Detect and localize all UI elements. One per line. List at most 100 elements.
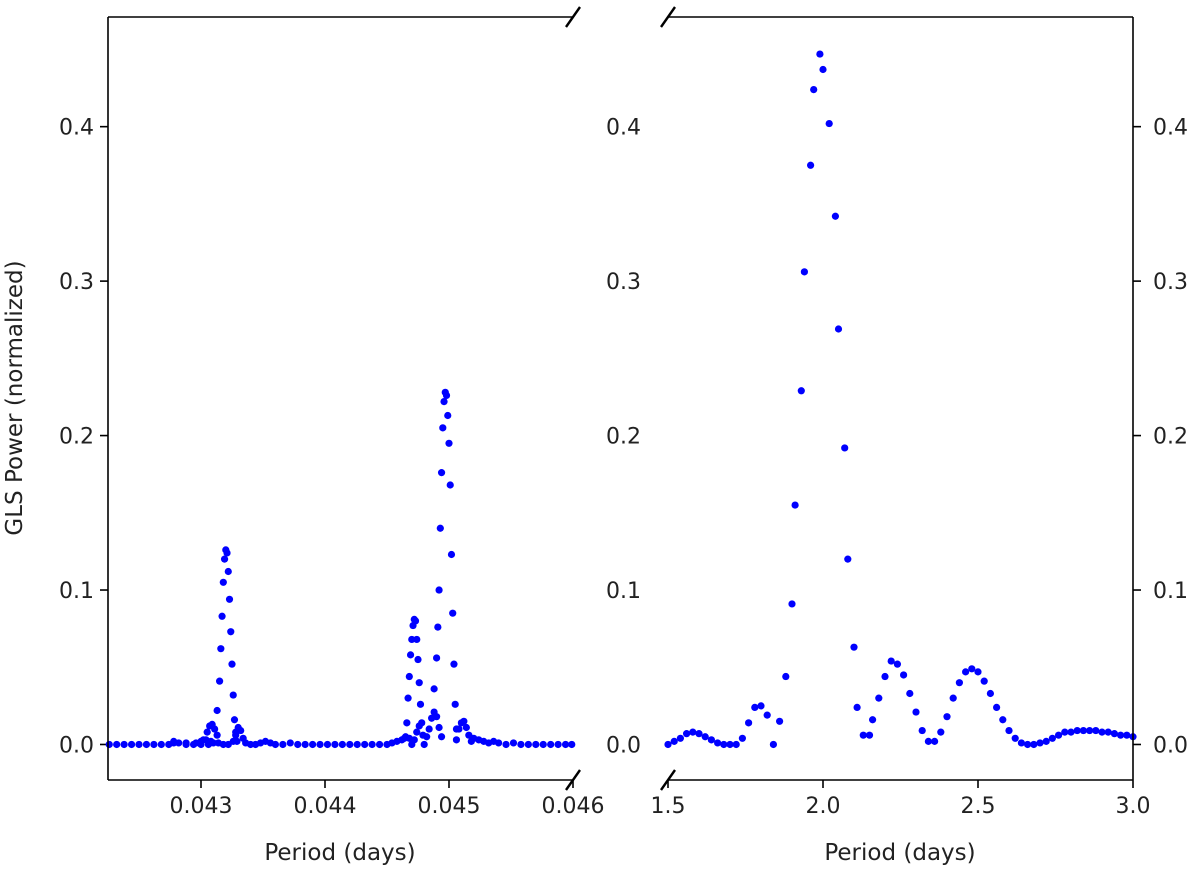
left-x-tick-label: 0.045 [418,794,481,819]
right-data-point [695,730,703,738]
right-data-point [912,708,920,716]
break-mark-left-bottom [565,769,581,791]
right-data-point [1123,731,1131,739]
right-data-point [831,212,840,220]
left-data-point [414,655,422,664]
right-data-point [1061,728,1069,736]
break-mark-left-top [565,6,581,28]
left-data-point [413,635,421,644]
left-data-point [316,740,324,749]
right-data-point [1067,728,1075,736]
right-data-point [738,734,747,742]
right-data-point [841,444,849,452]
left-data-point [279,740,287,749]
right-data-point [968,665,976,673]
left-data-point [435,586,443,594]
left-data-point [217,645,225,653]
left-data-point [227,628,235,636]
right-data-point [825,119,833,128]
right-data-point [757,702,765,710]
right-data-point [1017,739,1025,747]
right-data-point [763,711,771,719]
right-data-point [1036,739,1044,747]
left-data-point [440,397,448,406]
left-x-tick-label: 0.043 [170,794,233,819]
right-x-tick-label: 1.5 [651,794,686,819]
right-data-point [974,668,982,676]
right-data-point [980,677,988,685]
right-data-point [676,734,685,742]
left-data-point [157,740,165,749]
left-data-point [439,424,447,432]
right-data-point [1110,730,1118,738]
right-panel-frame [668,16,1134,781]
left-data-point [338,740,346,749]
left-data-point [375,740,384,749]
right-data-point [1048,734,1056,742]
right-data-point [714,739,722,747]
left-data-point [410,736,418,744]
left-data-point [437,733,446,741]
left-data-point [444,411,452,420]
left-data-point [199,736,208,744]
right-data-point [810,85,818,94]
left-data-point [420,740,428,749]
right-data-point [1073,726,1081,735]
right-data-point [788,600,796,608]
right-x-tick-label: 2.0 [806,794,841,819]
right-data-point [664,740,672,749]
right-data-point [1030,740,1038,749]
left-x-axis-title: Period (days) [264,840,415,866]
left-data-point [430,685,438,693]
left-data-point [220,555,229,563]
left-data-point [182,739,190,747]
left-data-point [413,728,421,736]
right-data-point [993,703,1001,712]
left-data-point [135,740,143,749]
right-data-point [999,716,1007,724]
right-inner-y-tick-label: 0.2 [606,425,641,450]
right-data-point [869,716,877,724]
left-data-point [452,736,461,744]
left-data-point [411,617,420,625]
right-panel-ticks: 1.5 2.0 2.5 3.0 0.0 0.0 0.1 0.1 0.2 0.2 0.3 0.3 0.4 0… [606,116,1188,819]
right-data-point [875,694,883,702]
right-data-point [924,737,933,745]
left-data-point [442,391,451,400]
left-data-point [406,651,415,659]
right-data-point [745,719,753,727]
right-data-point [751,703,759,712]
right-data-point [732,740,740,749]
right-data-point [1104,728,1112,736]
right-data-point [949,694,957,702]
right-data-point [834,325,843,333]
left-data-point [113,740,121,749]
right-data-point [797,387,805,395]
right-data-point [893,660,902,668]
right-inner-y-tick-label: 0.1 [606,579,641,604]
left-data-point [229,737,237,745]
left-data-point [216,677,224,685]
left-data-point [309,740,317,749]
right-data-point [931,737,939,745]
right-data-point [844,555,852,563]
left-data-point [433,713,441,721]
left-data-point [237,726,245,735]
right-y-tick-label: 0.2 [1153,425,1188,450]
left-data-point [213,731,221,739]
left-panel-ticks: 0.043 0.044 0.045 0.046 0.0 0.1 0.2 0.3 0.4 [59,116,604,819]
right-data-point [776,717,784,725]
right-data-point [986,689,995,698]
left-data-point [415,679,423,687]
left-y-tick-label: 0.0 [59,733,94,758]
left-data-point [423,733,431,741]
left-data-point [219,740,227,749]
right-inner-y-tick-label: 0.3 [606,270,641,295]
right-data-point [906,689,914,698]
left-data-point [224,567,232,576]
right-inner-y-tick-label: 0.4 [606,116,641,141]
left-data-point [105,740,113,749]
left-data-point [207,737,215,745]
left-data-point [225,595,234,603]
axis-break-marks [565,6,676,791]
